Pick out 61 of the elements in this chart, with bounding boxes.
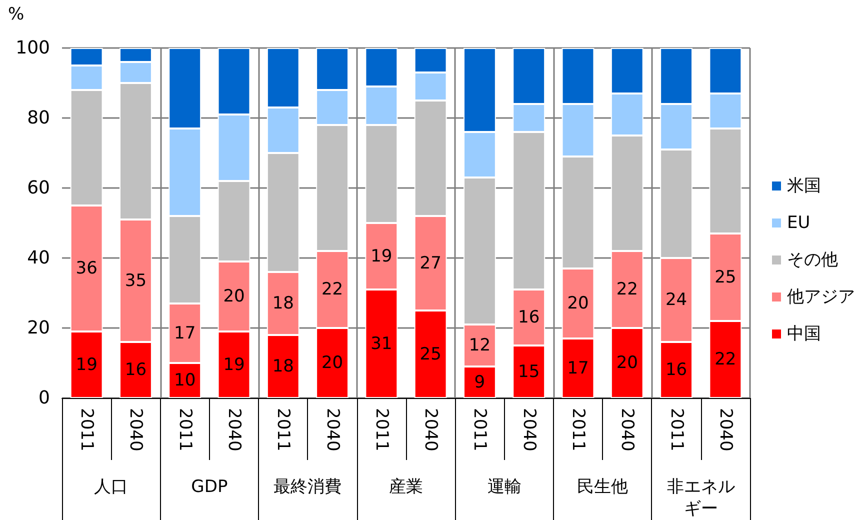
text: 非エネルギー xyxy=(666,477,735,519)
x-tick-label: 2040 xyxy=(715,408,736,452)
y-tick-label: 40 xyxy=(27,248,50,268)
data-label: 15 xyxy=(518,362,540,382)
data-label: 20 xyxy=(616,353,638,373)
x-tick-label: 2011 xyxy=(273,408,294,452)
data-label: 27 xyxy=(420,253,442,274)
text: 人口 xyxy=(94,477,128,497)
data-label: 22 xyxy=(616,280,638,300)
data-label: 20 xyxy=(321,353,344,373)
y-tick-label: 20 xyxy=(27,318,50,338)
data-label: 22 xyxy=(321,280,344,300)
text: 産業 xyxy=(389,477,423,497)
data-label: 9 xyxy=(474,372,486,392)
data-label: 19 xyxy=(370,246,392,266)
data-label: 20 xyxy=(223,286,245,306)
text: 最終消費 xyxy=(274,477,342,497)
y-tick-label: 60 xyxy=(27,178,50,198)
legend-label: 他アジア xyxy=(787,287,855,307)
legend-label: その他 xyxy=(787,250,838,270)
data-label: 16 xyxy=(518,308,540,328)
y-axis-title: % xyxy=(8,4,24,24)
legend-label: 米国 xyxy=(787,176,821,196)
x-tick-label: 2011 xyxy=(470,408,490,452)
data-label: 19 xyxy=(76,354,98,375)
data-label: 16 xyxy=(665,360,688,380)
x-tick-label: 2040 xyxy=(322,408,342,452)
x-tick-label: 2011 xyxy=(76,408,97,452)
data-label: 10 xyxy=(174,370,196,390)
data-label: 19 xyxy=(223,354,245,375)
legend-label: EU xyxy=(787,213,810,233)
text: GDP xyxy=(191,477,228,497)
data-label: 18 xyxy=(272,356,294,376)
x-tick-label: 2011 xyxy=(371,408,392,452)
y-tick-label: 80 xyxy=(27,108,50,128)
text: 民生他 xyxy=(577,477,628,497)
data-label: 16 xyxy=(124,360,147,380)
x-tick-label: 2040 xyxy=(224,408,244,452)
data-label: 12 xyxy=(468,336,491,356)
x-tick-label: 2011 xyxy=(666,408,686,452)
y-tick-label: 0 xyxy=(38,388,50,408)
data-label: 17 xyxy=(567,358,589,378)
x-tick-label: 2011 xyxy=(568,408,588,452)
data-label: 31 xyxy=(370,334,392,354)
text: 運輸 xyxy=(487,477,522,497)
x-tick-label: 2040 xyxy=(518,408,539,452)
data-label: 22 xyxy=(714,350,736,370)
legend-label: 中国 xyxy=(787,324,821,344)
data-label: 25 xyxy=(714,267,736,288)
data-label: 24 xyxy=(665,290,688,310)
data-label: 20 xyxy=(567,294,589,314)
data-label: 25 xyxy=(420,344,442,364)
x-tick-label: 2040 xyxy=(420,408,441,452)
y-tick-label: 100 xyxy=(16,38,50,58)
data-label: 17 xyxy=(174,323,196,344)
x-tick-label: 2040 xyxy=(617,408,638,452)
x-tick-label: 2040 xyxy=(126,408,146,452)
data-label: 18 xyxy=(272,294,294,314)
data-label: 35 xyxy=(124,270,147,291)
data-label: 36 xyxy=(76,258,98,278)
x-tick-label: 2011 xyxy=(174,408,195,452)
